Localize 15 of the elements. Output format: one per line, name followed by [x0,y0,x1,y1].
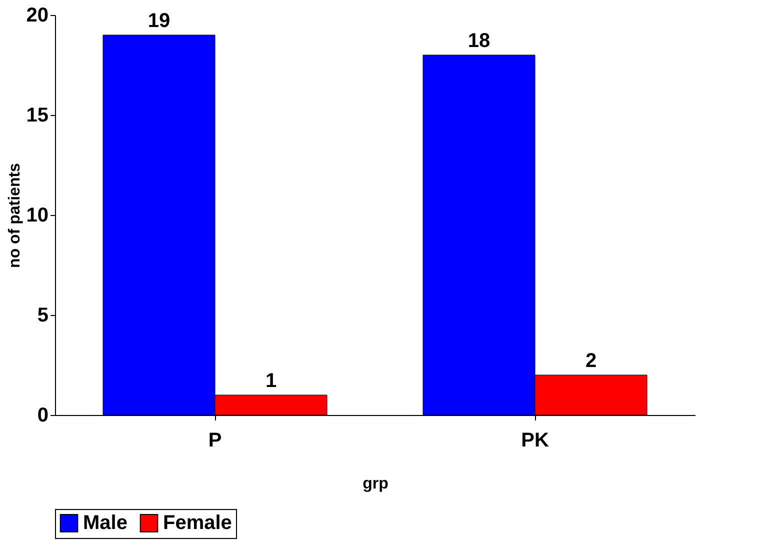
y-tick-label: 10 [26,204,48,226]
y-tick-label: 20 [26,4,48,26]
y-axis-title: no of patients [6,162,24,268]
legend-label: Male [83,512,128,534]
y-tick-label: 5 [37,304,48,326]
y-tick-label: 15 [26,104,48,126]
data-label: 19 [148,10,170,32]
x-axis-title: grp [362,476,389,492]
legend-label: Female [163,512,232,534]
x-tick-label: PK [521,430,550,452]
x-tick-label: P [208,430,222,452]
data-label: 18 [468,30,490,52]
data-label: 1 [265,370,277,392]
y-tick-label: 0 [37,404,48,426]
data-label: 2 [585,350,597,372]
